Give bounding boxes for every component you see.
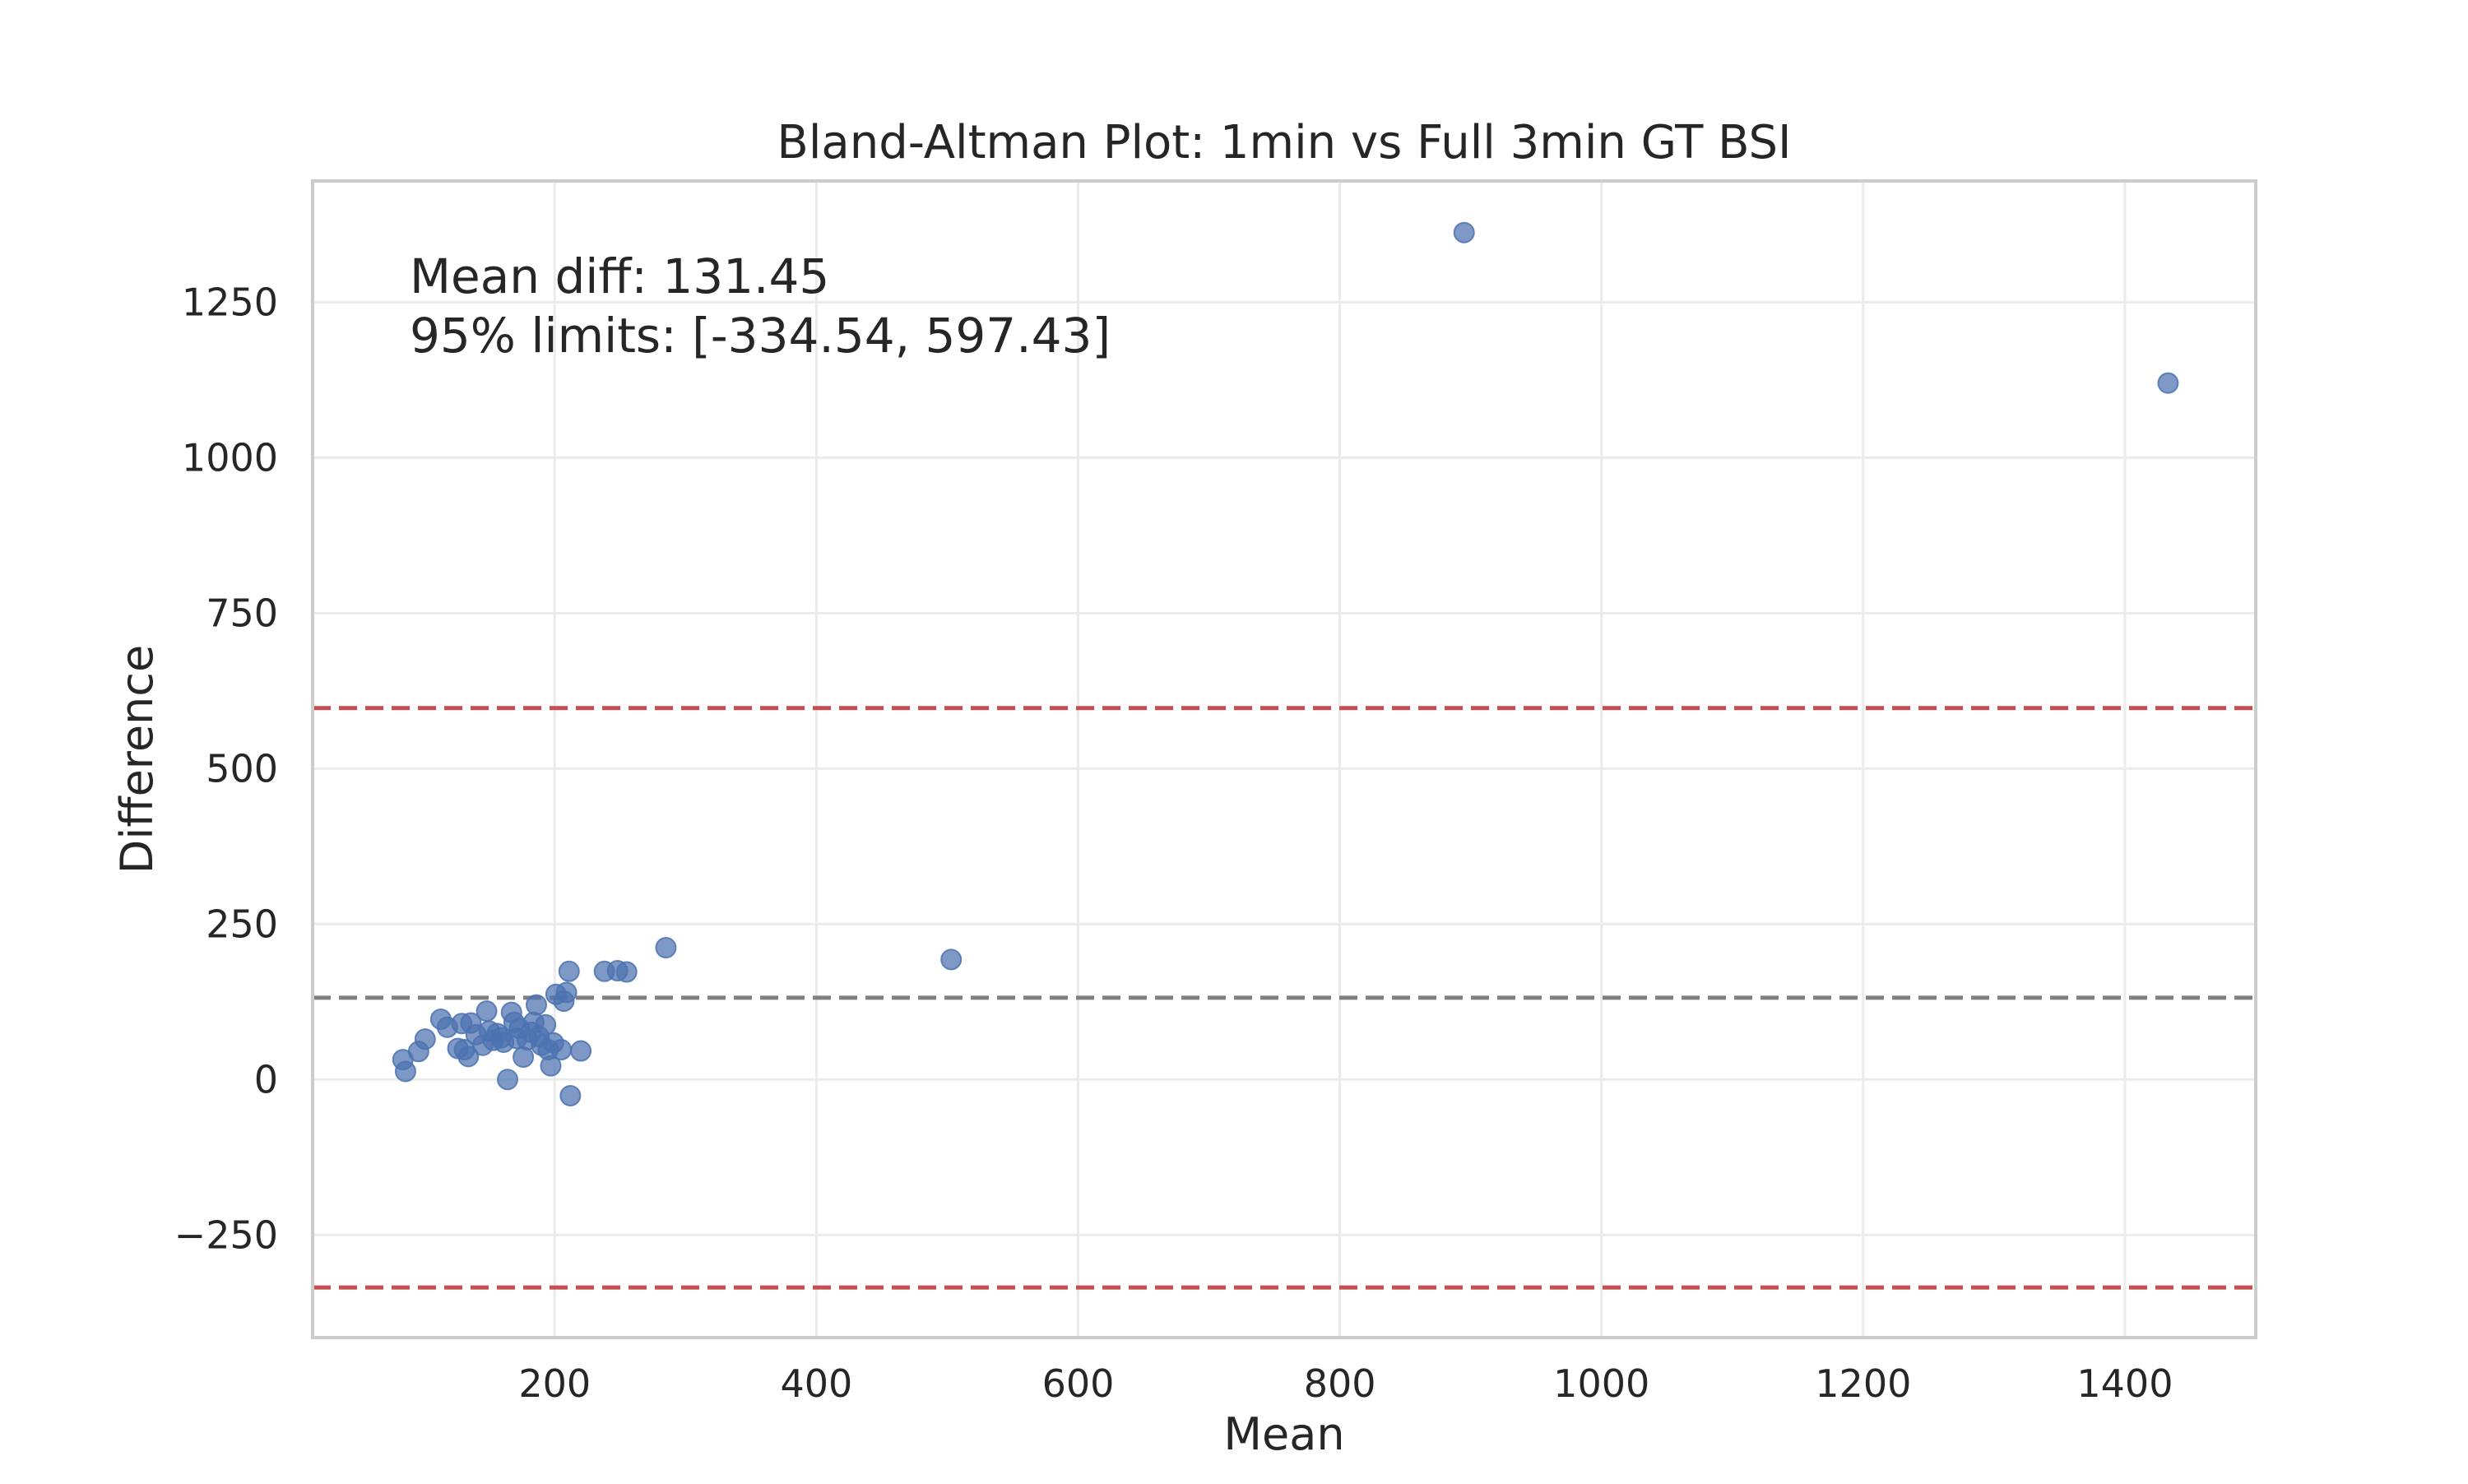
reference-lines xyxy=(313,706,2256,1290)
data-point xyxy=(940,948,963,971)
chart-title: Bland-Altman Plot: 1min vs Full 3min GT … xyxy=(777,116,1791,169)
data-point xyxy=(2157,372,2179,394)
x-tick-label: 800 xyxy=(1304,1361,1376,1406)
y-tick-label: 250 xyxy=(206,902,278,946)
x-tick-label: 1200 xyxy=(1815,1361,1911,1406)
data-point xyxy=(559,1084,582,1106)
data-point xyxy=(555,981,578,1004)
data-point xyxy=(525,994,547,1016)
y-tick-label: −250 xyxy=(174,1213,278,1257)
data-point xyxy=(558,960,580,982)
x-tick-label: 200 xyxy=(518,1361,591,1406)
y-tick-label: 0 xyxy=(254,1057,278,1101)
data-point xyxy=(394,1060,416,1083)
y-axis-label: Difference xyxy=(111,645,163,874)
tick-labels: 200 400 600 800 1000 1200 1400 −250 0 250 500 750 10… xyxy=(174,280,2173,1406)
data-point xyxy=(615,961,638,983)
data-point xyxy=(1453,221,1475,243)
grid-lines xyxy=(313,181,2256,1338)
x-tick-label: 400 xyxy=(780,1361,852,1406)
data-point xyxy=(476,1000,498,1023)
data-point xyxy=(457,1046,480,1068)
data-point xyxy=(414,1028,436,1050)
limits-annotation: 95% limits: [-334.54, 597.43] xyxy=(410,308,1111,364)
data-point xyxy=(535,1013,557,1036)
y-tick-label: 750 xyxy=(206,591,278,635)
data-point xyxy=(550,1039,573,1061)
data-points xyxy=(392,221,2179,1106)
x-tick-label: 600 xyxy=(1042,1361,1115,1406)
data-point xyxy=(540,1055,562,1077)
data-point xyxy=(655,937,677,959)
x-tick-label: 1400 xyxy=(2076,1361,2173,1406)
data-point xyxy=(496,1069,518,1091)
data-point xyxy=(570,1040,592,1062)
plot-frame xyxy=(311,179,2257,1339)
y-tick-label: 500 xyxy=(206,746,278,791)
mean-diff-annotation: Mean diff: 131.45 xyxy=(410,248,829,304)
x-tick-label: 1000 xyxy=(1553,1361,1649,1406)
y-tick-label: 1000 xyxy=(182,435,278,480)
x-axis-label: Mean xyxy=(1223,1408,1344,1460)
data-point xyxy=(513,1046,535,1069)
y-tick-label: 1250 xyxy=(182,280,278,324)
